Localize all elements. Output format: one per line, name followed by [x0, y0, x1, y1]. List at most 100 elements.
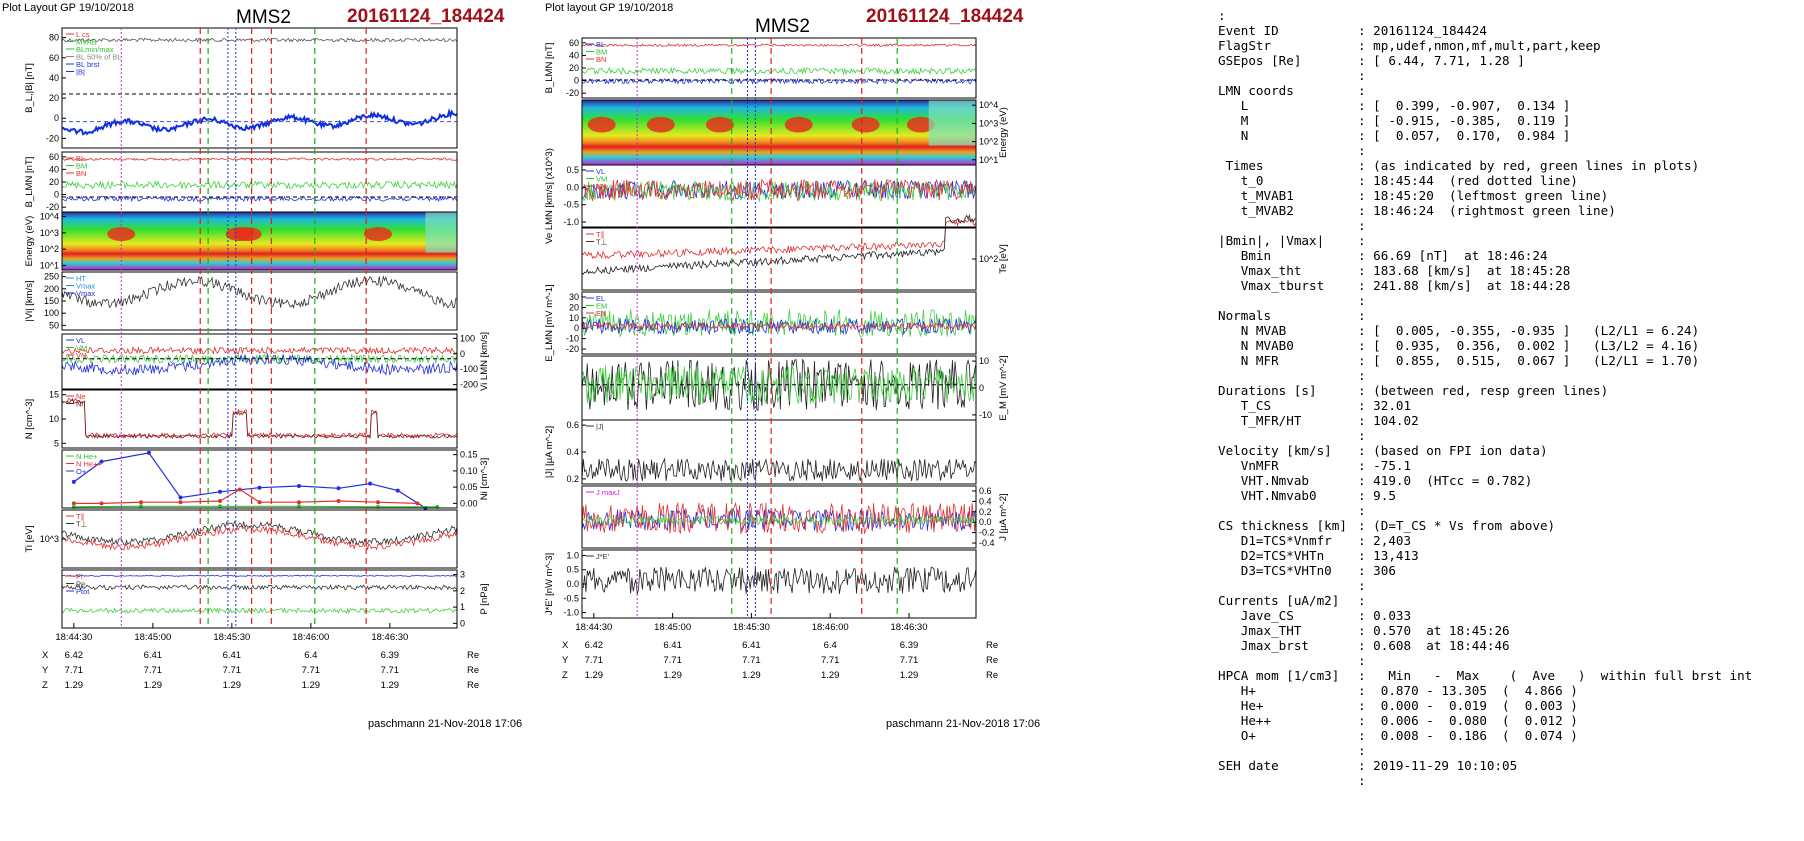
position-value: 6.42 [65, 650, 84, 661]
m-panel-8: 0.60.40.20.0-0.2-0.4J [µA m^-2] J maxJ [581, 485, 1009, 549]
position-value: 7.71 [144, 665, 163, 676]
info-key: T_MFR/HT [1218, 413, 1302, 428]
y-tick-label: -100 [460, 364, 478, 374]
series-trace [61, 275, 458, 310]
series-trace [61, 525, 458, 551]
data-point [99, 459, 104, 464]
y-tick-label: 0.5 [566, 565, 579, 575]
info-value: : [1358, 773, 1366, 788]
info-key: GSEpos [Re] [1218, 53, 1302, 68]
info-value: : 0.000 - 0.019 ( 0.003 ) [1358, 698, 1578, 713]
info-line: N MFR: [ 0.855, 0.515, 0.067 ] (L2/L1 = … [1218, 353, 1798, 368]
position-value: 6.4 [304, 650, 317, 661]
y-tick-label: 250 [44, 272, 59, 282]
position-value: 7.71 [663, 655, 682, 666]
info-line: : [1218, 743, 1798, 758]
legend-entry: Vmax [76, 282, 95, 291]
data-point [71, 501, 76, 506]
y-tick-label: -10 [979, 410, 992, 420]
info-key: Jmax_THT [1218, 623, 1302, 638]
position-unit: Re [986, 640, 998, 651]
y-axis-label: J [µA m^-2] [998, 493, 1009, 540]
legend-entry: T∥ [596, 230, 604, 239]
info-line: CS thickness [km]: (D=T_CS * Vs from abo… [1218, 518, 1798, 533]
y-tick-label: 10 [49, 414, 59, 424]
info-value: : (as indicated by red, green lines in p… [1358, 158, 1700, 173]
info-line: LMN coords: [1218, 83, 1798, 98]
y-tick-label: 0.00 [460, 498, 478, 508]
y-axis-label: B_L,|B| [nT] [24, 63, 35, 113]
info-key: D2=TCS*VHTn [1218, 548, 1325, 563]
spectrogram-fade [928, 100, 976, 146]
position-value: 6.42 [585, 640, 604, 651]
info-key: t_MVAB1 [1218, 188, 1294, 203]
legend-entry: EL [596, 294, 605, 303]
legend-entry: VM [596, 175, 607, 184]
info-line: He+: 0.000 - 0.019 ( 0.003 ) [1218, 698, 1798, 713]
info-line: Durations [s]: (between red, resp green … [1218, 383, 1798, 398]
y-tick-label: 60 [49, 152, 59, 162]
info-value: : 18:45:20 (leftmost green line) [1358, 188, 1609, 203]
middle-layout-label: Plot layout GP 19/10/2018 [545, 2, 674, 14]
info-value: : [ 6.44, 7.71, 1.28 ] [1358, 53, 1525, 68]
info-value: : [ 0.057, 0.170, 0.984 ] [1358, 128, 1571, 143]
y-tick-label: 0.5 [566, 165, 579, 175]
info-value: : 18:45:44 (red dotted line) [1358, 173, 1578, 188]
position-value: 6.4 [824, 640, 837, 651]
info-line: |Bmin|, |Vmax|: [1218, 233, 1798, 248]
info-key: FlagStr [1218, 38, 1272, 53]
legend-entry: VL [596, 167, 605, 176]
legend-entry: EM [596, 302, 607, 311]
info-line: : [1218, 143, 1798, 158]
info-line: He++: 0.006 - 0.080 ( 0.012 ) [1218, 713, 1798, 728]
series-line [73, 505, 438, 508]
info-line: : [1218, 578, 1798, 593]
legend-entry: J*E' [596, 552, 610, 561]
info-value: : [1358, 503, 1366, 518]
legend-entry: BN [596, 55, 606, 64]
x-tick-label: 18:46:00 [292, 632, 329, 643]
info-value: : (based on FPI ion data) [1358, 443, 1548, 458]
y-tick-label: 0 [460, 349, 465, 359]
y-tick-label: 20 [49, 177, 59, 187]
y-tick-label: -20 [566, 344, 579, 354]
x-tick-label: 18:46:30 [371, 632, 408, 643]
data-point [218, 499, 222, 504]
info-line: VHT.Nmvab: 419.0 (HTcc = 0.782) [1218, 473, 1798, 488]
info-key: N [1218, 128, 1249, 143]
y-tick-label: -200 [460, 380, 478, 390]
legend-entry: T⊥ [596, 238, 608, 247]
legend-entry: MVAB [76, 38, 97, 47]
data-point [376, 500, 380, 505]
info-value: : 0.608 at 18:44:46 [1358, 638, 1510, 653]
position-row-label: X [42, 650, 49, 661]
info-line: N MVAB: [ 0.005, -0.355, -0.935 ] (L2/L1… [1218, 323, 1798, 338]
position-unit: Re [986, 655, 998, 666]
y-tick-label: 0 [54, 113, 59, 123]
y-tick-label: 100 [460, 333, 475, 343]
info-line: : [1218, 653, 1798, 668]
y-tick-label: 0 [979, 383, 984, 393]
y-axis-label: B_LMN [nT] [24, 157, 35, 208]
x-tick-label: 18:44:30 [575, 622, 612, 633]
position-value: 6.39 [381, 650, 400, 661]
position-value: 7.71 [223, 665, 242, 676]
info-key: LMN coords [1218, 83, 1294, 98]
position-value: 7.71 [585, 655, 604, 666]
m-x-axis: 18:44:30 18:45:00 18:45:30 18:46:00 18:46:30 [575, 613, 928, 633]
m-panel-3: 0.5 0.0 -0.5 -1.0 Ve LMN [km/s] (x10^3) VLVMV… [544, 148, 977, 244]
spectrogram-hotspot [107, 227, 136, 241]
legend-entry: BM [76, 162, 87, 171]
series-trace [61, 574, 458, 577]
data-point [139, 504, 143, 509]
info-line: Bmin: 66.69 [nT] at 18:46:24 [1218, 248, 1798, 263]
legend-entry: BL [596, 40, 605, 49]
info-value: : [ -0.915, -0.385, 0.119 ] [1358, 113, 1571, 128]
x-tick-label: 18:45:30 [733, 622, 770, 633]
info-value: : [ 0.005, -0.355, -0.935 ] (L2/L1 = 6.2… [1358, 323, 1700, 338]
position-value: 7.71 [821, 655, 840, 666]
info-value: : (between red, resp green lines) [1358, 383, 1609, 398]
